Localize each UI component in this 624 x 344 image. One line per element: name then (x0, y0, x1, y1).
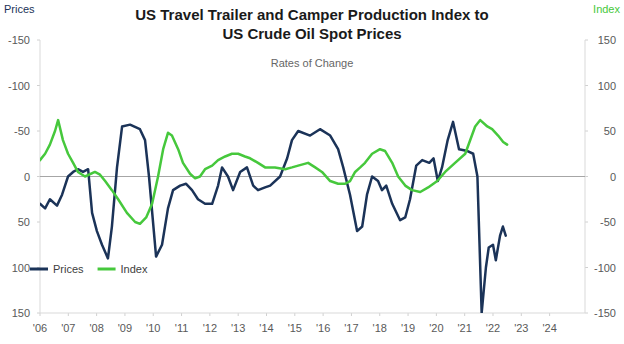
x-tick-label: '11 (175, 322, 189, 334)
legend-swatch (30, 268, 48, 271)
legend-swatch (98, 268, 116, 271)
subtitle: Rates of Change (271, 57, 354, 69)
x-tick-label: '16 (316, 322, 330, 334)
x-axis-line (40, 313, 585, 314)
x-tick-label: '15 (288, 322, 302, 334)
x-tick-label: '09 (118, 322, 132, 334)
y2-tick-label: -150 (594, 307, 616, 319)
y2-tick-label: -50 (600, 216, 616, 228)
x-tick-label: '23 (514, 322, 528, 334)
y-tick-label: 150 (12, 307, 30, 319)
x-tick-label: '13 (231, 322, 245, 334)
y2-tick-label: 50 (604, 125, 616, 137)
y-tick-label: 0 (24, 171, 30, 183)
x-tick-label: '24 (542, 322, 556, 334)
x-tick-label: '14 (259, 322, 273, 334)
y-axis-title: Prices (4, 3, 35, 15)
y2-tick-label: -100 (594, 262, 616, 274)
x-tick-label: '19 (401, 322, 415, 334)
x-tick-label: '17 (344, 322, 358, 334)
y-tick-label: -150 (8, 34, 30, 46)
chart: US Travel Trailer and Camper Production … (0, 0, 624, 344)
x-tick-label: '07 (61, 322, 75, 334)
x-tick-label: '22 (486, 322, 500, 334)
y-tick-label: 50 (18, 216, 30, 228)
legend-label: Index (121, 263, 148, 275)
legend-label: Prices (53, 263, 84, 275)
y-tick-label: -50 (14, 125, 30, 137)
zero-line (40, 176, 585, 177)
x-tick-label: '20 (429, 322, 443, 334)
x-tick-label: '12 (203, 322, 217, 334)
title: US Travel Trailer and Camper Production … (135, 6, 488, 42)
y2-tick-label: 0 (610, 171, 616, 183)
x-tick-label: '08 (89, 322, 103, 334)
y2-axis-title: Index (593, 3, 620, 15)
y-tick-label: 100 (12, 262, 30, 274)
x-tick-label: '10 (146, 322, 160, 334)
x-tick-label: '06 (33, 322, 47, 334)
series-line (40, 120, 507, 224)
x-tick-label: '21 (458, 322, 472, 334)
y-tick-label: -100 (8, 80, 30, 92)
x-tick-label: '18 (373, 322, 387, 334)
y2-tick-label: 150 (598, 34, 616, 46)
y2-tick-label: 100 (598, 80, 616, 92)
series-line (40, 122, 506, 313)
plot-area (40, 120, 507, 313)
